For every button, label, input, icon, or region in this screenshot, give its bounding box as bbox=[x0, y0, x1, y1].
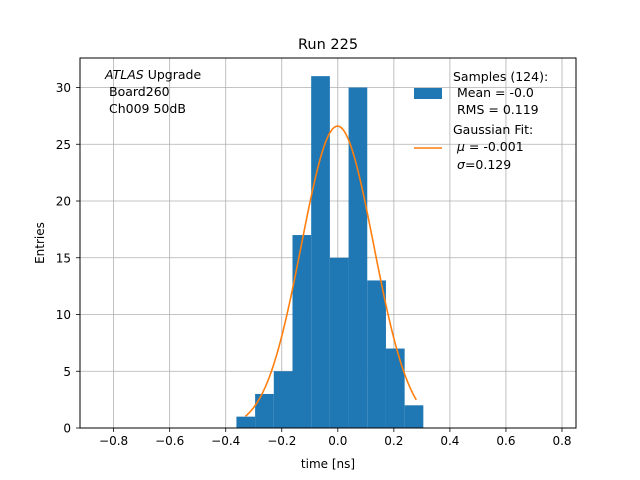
y-tick-label: 30 bbox=[56, 81, 71, 95]
legend-samples-rms: RMS = 0.119 bbox=[457, 102, 539, 117]
x-axis-ticks: −0.8 −0.6 −0.4 −0.2 0.0 0.2 0.4 0.6 0.8 bbox=[99, 428, 572, 448]
legend-samples-swatch bbox=[414, 88, 442, 99]
legend-fit-label: Gaussian Fit: bbox=[453, 122, 533, 137]
y-tick-label: 20 bbox=[56, 195, 71, 209]
upgrade-label: Upgrade bbox=[144, 67, 202, 82]
x-tick-label: −0.6 bbox=[155, 434, 184, 448]
y-tick-label: 5 bbox=[63, 365, 71, 379]
histogram-bar bbox=[404, 405, 424, 428]
x-axis-label: time [ns] bbox=[301, 457, 355, 471]
x-tick-label: 0.2 bbox=[384, 434, 403, 448]
histogram-bars bbox=[236, 76, 424, 428]
sigma-value: =0.129 bbox=[465, 157, 511, 172]
legend: Samples (124): Mean = -0.0 RMS = 0.119 G… bbox=[414, 69, 548, 172]
y-axis-label: Entries bbox=[33, 222, 47, 264]
x-tick-label: −0.4 bbox=[211, 434, 240, 448]
x-tick-label: 0.8 bbox=[552, 434, 571, 448]
plot-frame bbox=[79, 57, 577, 429]
y-tick-label: 10 bbox=[56, 308, 71, 322]
histogram-bar bbox=[311, 76, 330, 428]
legend-fit-mu: μ = -0.001 bbox=[456, 139, 524, 154]
legend-samples-label: Samples (124): bbox=[453, 69, 548, 84]
histogram-bar bbox=[367, 280, 386, 428]
mu-value: = -0.001 bbox=[465, 139, 524, 154]
histogram-bar bbox=[255, 393, 274, 428]
x-tick-label: −0.2 bbox=[267, 434, 296, 448]
y-tick-label: 25 bbox=[56, 138, 71, 152]
histogram-bar bbox=[273, 371, 293, 428]
x-tick-label: −0.8 bbox=[99, 434, 128, 448]
y-tick-label: 0 bbox=[63, 422, 71, 436]
sigma-symbol: σ bbox=[457, 157, 466, 172]
chart-title: Run 225 bbox=[298, 37, 358, 53]
histogram-bar bbox=[385, 348, 405, 428]
x-tick-label: 0.6 bbox=[496, 434, 515, 448]
histogram-bar bbox=[236, 416, 256, 428]
axes bbox=[79, 57, 577, 429]
histogram-bar bbox=[348, 87, 368, 428]
legend-fit-sigma: σ=0.129 bbox=[457, 157, 511, 172]
legend-samples-mean: Mean = -0.0 bbox=[457, 85, 534, 100]
y-tick-label: 15 bbox=[56, 251, 71, 265]
annotation-line-3: Ch009 50dB bbox=[109, 101, 186, 116]
y-axis-ticks: 0 5 10 15 20 25 30 bbox=[56, 81, 80, 436]
histogram-bar bbox=[292, 235, 312, 428]
gaussian-fit-curve bbox=[244, 125, 417, 417]
annotation-box: ATLAS Upgrade Board260 Ch009 50dB bbox=[104, 67, 201, 116]
histogram-bar bbox=[329, 257, 349, 428]
x-tick-label: 0.0 bbox=[328, 434, 347, 448]
mu-symbol: μ bbox=[456, 139, 465, 154]
annotation-line-2: Board260 bbox=[109, 84, 170, 99]
atlas-label: ATLAS bbox=[104, 67, 144, 82]
annotation-line-1: ATLAS Upgrade bbox=[104, 67, 201, 82]
x-tick-label: 0.4 bbox=[440, 434, 459, 448]
